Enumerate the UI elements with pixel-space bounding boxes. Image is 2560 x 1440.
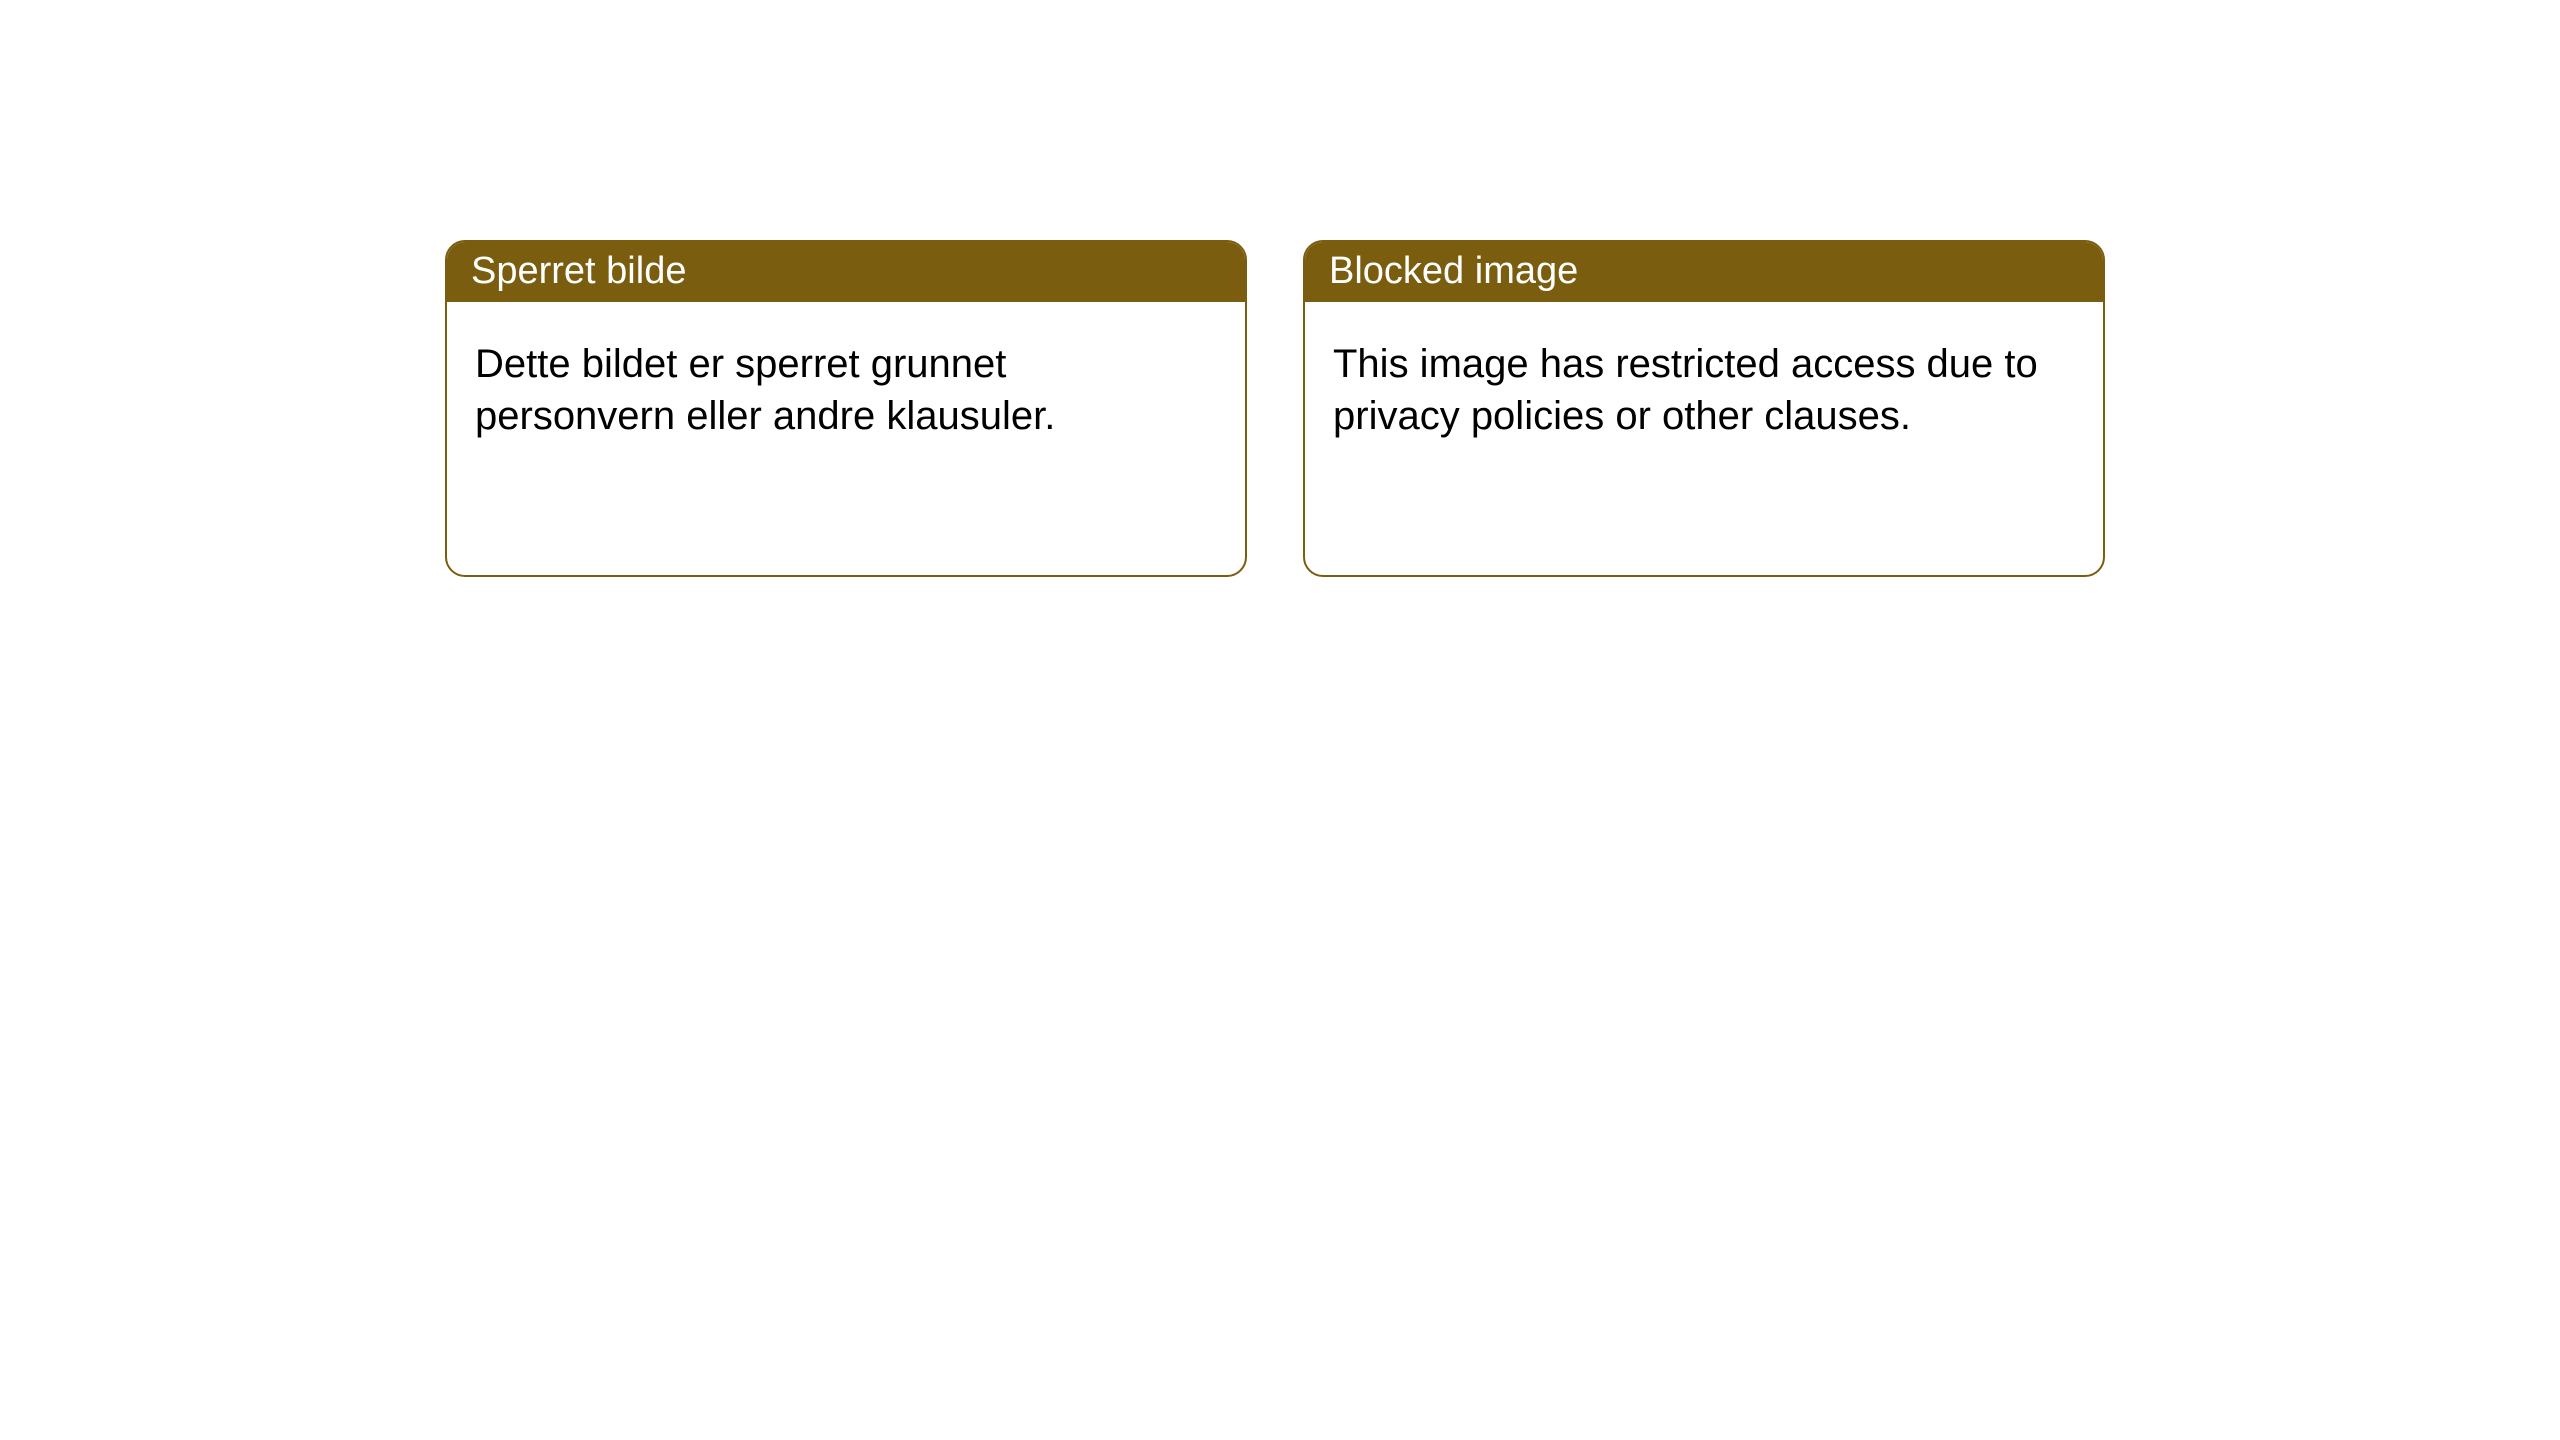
notice-card-body: This image has restricted access due to … bbox=[1305, 302, 2103, 470]
notice-cards-container: Sperret bilde Dette bildet er sperret gr… bbox=[445, 240, 2105, 577]
notice-card-title: Sperret bilde bbox=[447, 242, 1245, 302]
notice-card-body: Dette bildet er sperret grunnet personve… bbox=[447, 302, 1245, 470]
notice-card-english: Blocked image This image has restricted … bbox=[1303, 240, 2105, 577]
notice-card-title: Blocked image bbox=[1305, 242, 2103, 302]
notice-card-norwegian: Sperret bilde Dette bildet er sperret gr… bbox=[445, 240, 1247, 577]
